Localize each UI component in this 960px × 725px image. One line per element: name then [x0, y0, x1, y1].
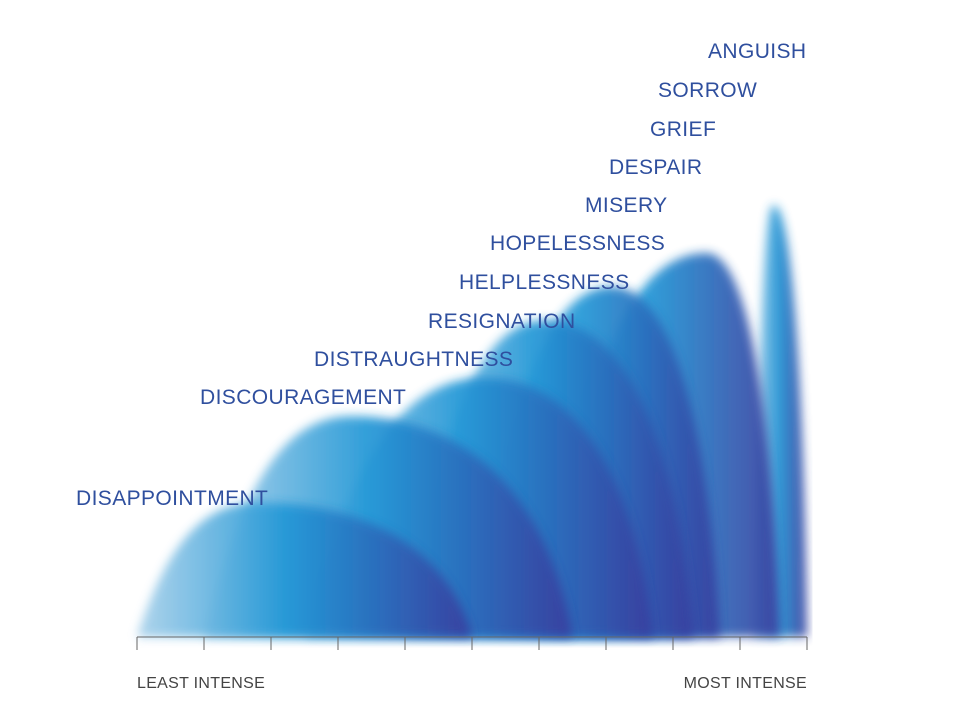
x-axis-ticks	[136, 637, 808, 650]
label-discouragement: DISCOURAGEMENT	[200, 386, 406, 409]
wave-layer	[137, 205, 807, 637]
label-hopelessness: HOPELESSNESS	[490, 232, 665, 255]
emotion-labels: DISAPPOINTMENT DISCOURAGEMENT DISTRAUGHTNE…	[76, 40, 806, 510]
label-sorrow: SORROW	[658, 79, 757, 102]
wave-disappointment	[137, 502, 472, 637]
least-intense-label: LEAST INTENSE	[137, 675, 265, 692]
label-anguish: ANGUISH	[708, 40, 806, 63]
label-distraughtness: DISTRAUGHTNESS	[314, 348, 513, 371]
label-misery: MISERY	[585, 194, 668, 217]
label-disappointment: DISAPPOINTMENT	[76, 487, 268, 510]
label-despair: DESPAIR	[609, 156, 702, 179]
label-grief: GRIEF	[650, 118, 716, 141]
label-resignation: RESIGNATION	[428, 310, 576, 333]
most-intense-label: MOST INTENSE	[684, 675, 807, 692]
label-helplessness: HELPLESSNESS	[459, 271, 630, 294]
x-axis: LEAST INTENSE MOST INTENSE	[136, 636, 808, 692]
